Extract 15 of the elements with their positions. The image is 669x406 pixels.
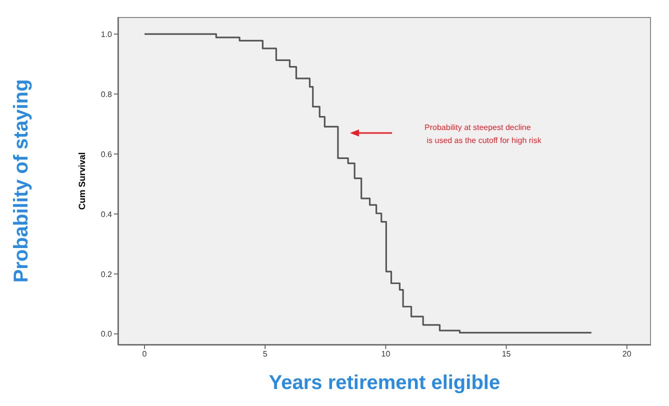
annotation: Probability at steepest decline is used as the cutoff for high risk [424, 122, 542, 148]
y-tick-label: 0.2 [100, 270, 113, 279]
x-tick-label: 15 [502, 350, 512, 359]
y-tick-label: 0.6 [100, 150, 113, 159]
text: Probability of staying [10, 79, 34, 283]
x-tick-label: 10 [381, 350, 391, 359]
x-axis-title: Years retirement eligible [268, 372, 502, 395]
y-tick-label: 0.8 [100, 90, 113, 99]
x-tick-label: 20 [622, 350, 632, 359]
y-tick-label: 0.4 [100, 210, 113, 219]
y-tick-label: 0.0 [100, 330, 113, 339]
x-tick-label: 0 [142, 350, 148, 359]
y-tick-label: 1.0 [100, 30, 113, 39]
y-axis-title: Cum Survival [77, 152, 87, 210]
x-tick-label: 5 [262, 350, 268, 359]
